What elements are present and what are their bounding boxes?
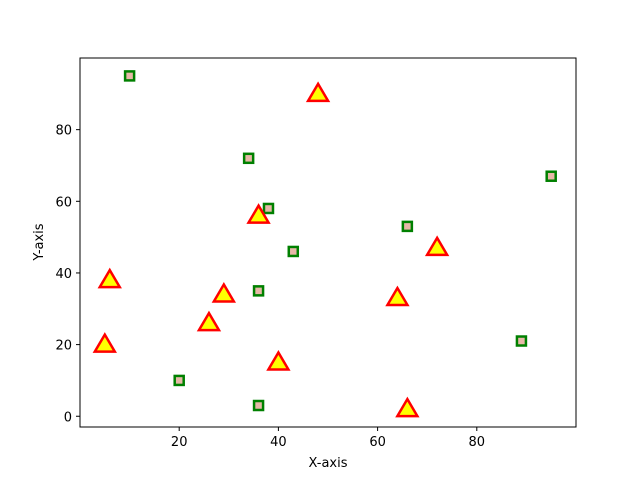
- triangle-point: [385, 285, 410, 307]
- x-tick-label: 20: [171, 435, 188, 450]
- x-tick-label: 40: [270, 435, 287, 450]
- x-axis-label: X-axis: [309, 456, 348, 471]
- square-point: [262, 202, 275, 215]
- triangle-point: [424, 235, 450, 257]
- square-point: [287, 245, 300, 258]
- y-tick-label: 60: [55, 195, 72, 210]
- square-point: [252, 399, 265, 412]
- x-tick-label: 60: [369, 435, 386, 450]
- square-point: [173, 374, 185, 387]
- triangle-point: [395, 396, 420, 418]
- triangle-point: [92, 332, 117, 353]
- y-tick-label: 20: [55, 339, 72, 354]
- y-axis-label: Y-axis: [32, 223, 47, 261]
- x-tick-label: 80: [469, 435, 486, 450]
- triangle-point: [246, 203, 271, 224]
- square-point: [123, 70, 136, 82]
- triangle-point: [305, 81, 331, 103]
- x-axis-ticks: 20 40 60 80: [171, 427, 485, 450]
- square-point: [401, 220, 414, 233]
- square-point: [515, 335, 528, 347]
- y-tick-label: 40: [55, 267, 72, 282]
- y-tick-label: 0: [64, 410, 72, 425]
- y-tick-label: 80: [55, 124, 72, 139]
- square-point: [545, 170, 557, 182]
- y-axis-ticks: 0 20 40 60 80: [55, 124, 80, 425]
- square-point: [252, 285, 265, 297]
- plot-area: [92, 70, 557, 418]
- triangle-point: [97, 267, 122, 289]
- triangle-point: [196, 310, 222, 332]
- triangle-point: [211, 281, 237, 303]
- square-point: [242, 152, 255, 165]
- axes-frame: [79, 57, 577, 428]
- triangle-point: [266, 350, 291, 371]
